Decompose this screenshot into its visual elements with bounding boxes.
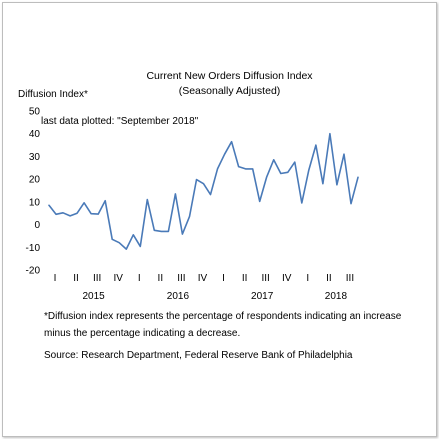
last-data-annotation: last data plotted: "September 2018" — [41, 116, 199, 127]
y-tick-label: 30 — [29, 152, 41, 163]
source-note: Source: Research Department, Federal Res… — [44, 350, 353, 361]
series-line — [48, 132, 359, 250]
x-quarter-label: III — [346, 273, 354, 284]
x-quarter-label: II — [158, 273, 164, 284]
x-quarter-label: IV — [198, 273, 208, 284]
y-tick-label: -10 — [26, 243, 41, 254]
x-year-label: 2017 — [251, 291, 274, 302]
x-year-label: 2016 — [167, 291, 190, 302]
x-quarter-label: II — [73, 273, 79, 284]
y-tick-label: 20 — [29, 175, 41, 186]
x-year-label: 2018 — [325, 291, 348, 302]
x-quarter-label: II — [326, 273, 332, 284]
x-quarter-label: I — [54, 273, 57, 284]
x-quarter-label: IV — [113, 273, 123, 284]
x-quarter-label: I — [306, 273, 309, 284]
x-quarter-label: III — [177, 273, 185, 284]
x-year-label: 2015 — [83, 291, 106, 302]
x-quarter-label: II — [242, 273, 248, 284]
y-tick-label: 50 — [29, 107, 41, 118]
y-tick-label: -20 — [26, 266, 41, 277]
x-quarter-label: I — [138, 273, 141, 284]
footnote: *Diffusion index represents the percenta… — [44, 311, 402, 339]
y-tick-label: 10 — [29, 197, 41, 208]
y-axis-label: Diffusion Index* — [18, 89, 88, 100]
x-quarter-label: III — [262, 273, 270, 284]
y-tick-label: 0 — [34, 220, 40, 231]
y-tick-label: 40 — [29, 129, 41, 140]
x-quarter-label: IV — [282, 273, 292, 284]
x-quarter-label: III — [93, 273, 101, 284]
chart-subtitle: (Seasonally Adjusted) — [178, 85, 281, 97]
chart-title: Current New Orders Diffusion Index — [146, 70, 313, 82]
x-quarter-label: I — [222, 273, 225, 284]
